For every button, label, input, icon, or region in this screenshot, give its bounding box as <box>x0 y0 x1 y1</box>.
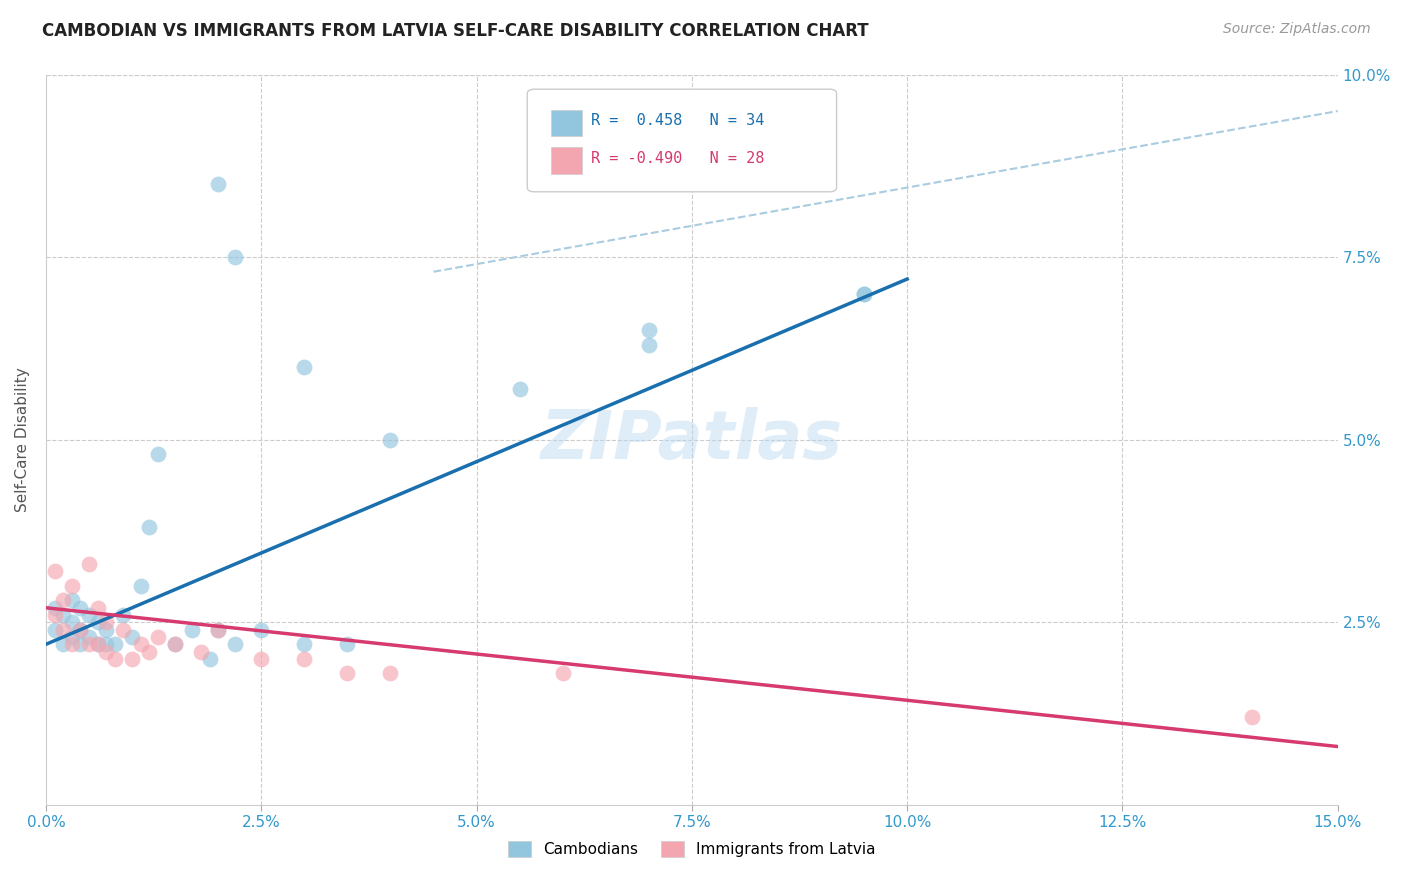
Point <box>165 637 187 651</box>
Point <box>52 637 75 651</box>
Point <box>52 593 75 607</box>
Point <box>104 652 127 666</box>
Point <box>250 652 273 666</box>
Point <box>121 630 143 644</box>
Point <box>181 623 204 637</box>
Point <box>207 623 229 637</box>
Point <box>77 630 100 644</box>
Point <box>96 637 118 651</box>
Point <box>112 608 135 623</box>
Point <box>165 637 187 651</box>
Text: R = -0.490   N = 28: R = -0.490 N = 28 <box>591 152 763 166</box>
Point <box>1240 710 1263 724</box>
Point <box>77 557 100 571</box>
Point <box>198 652 221 666</box>
Point <box>44 600 66 615</box>
Point <box>129 637 152 651</box>
Point <box>292 652 315 666</box>
Point <box>380 433 402 447</box>
Point <box>69 623 91 637</box>
Point <box>292 359 315 374</box>
Point <box>380 666 402 681</box>
Point <box>69 637 91 651</box>
Point <box>146 630 169 644</box>
Point <box>207 623 229 637</box>
Point <box>86 637 108 651</box>
Text: ZIPatlas: ZIPatlas <box>541 407 842 473</box>
Point <box>96 615 118 630</box>
Text: CAMBODIAN VS IMMIGRANTS FROM LATVIA SELF-CARE DISABILITY CORRELATION CHART: CAMBODIAN VS IMMIGRANTS FROM LATVIA SELF… <box>42 22 869 40</box>
Point <box>292 637 315 651</box>
Point <box>336 637 359 651</box>
Point <box>60 615 83 630</box>
Point <box>60 637 83 651</box>
Point <box>44 623 66 637</box>
Point <box>853 286 876 301</box>
Point <box>853 286 876 301</box>
Point <box>52 623 75 637</box>
Point <box>509 382 531 396</box>
Point <box>69 623 91 637</box>
Point <box>77 637 100 651</box>
Point <box>138 520 160 534</box>
Point <box>224 250 246 264</box>
Point <box>637 338 659 352</box>
Text: Source: ZipAtlas.com: Source: ZipAtlas.com <box>1223 22 1371 37</box>
Point <box>86 637 108 651</box>
Point <box>250 623 273 637</box>
Point <box>104 637 127 651</box>
Point <box>44 608 66 623</box>
Point <box>86 600 108 615</box>
Point <box>86 615 108 630</box>
Point <box>60 593 83 607</box>
Point <box>207 177 229 191</box>
Point <box>551 666 574 681</box>
Point <box>637 323 659 337</box>
Y-axis label: Self-Care Disability: Self-Care Disability <box>15 368 30 512</box>
Point <box>224 637 246 651</box>
Point <box>121 652 143 666</box>
Point <box>190 644 212 658</box>
Point <box>60 630 83 644</box>
Point <box>96 644 118 658</box>
Legend: Cambodians, Immigrants from Latvia: Cambodians, Immigrants from Latvia <box>502 835 882 863</box>
Point <box>77 608 100 623</box>
Point <box>146 447 169 461</box>
Point <box>129 579 152 593</box>
Point <box>60 579 83 593</box>
Point <box>69 600 91 615</box>
Point <box>138 644 160 658</box>
Point <box>44 564 66 578</box>
Point <box>96 623 118 637</box>
Point <box>52 608 75 623</box>
Point <box>336 666 359 681</box>
Text: R =  0.458   N = 34: R = 0.458 N = 34 <box>591 113 763 128</box>
Point <box>112 623 135 637</box>
